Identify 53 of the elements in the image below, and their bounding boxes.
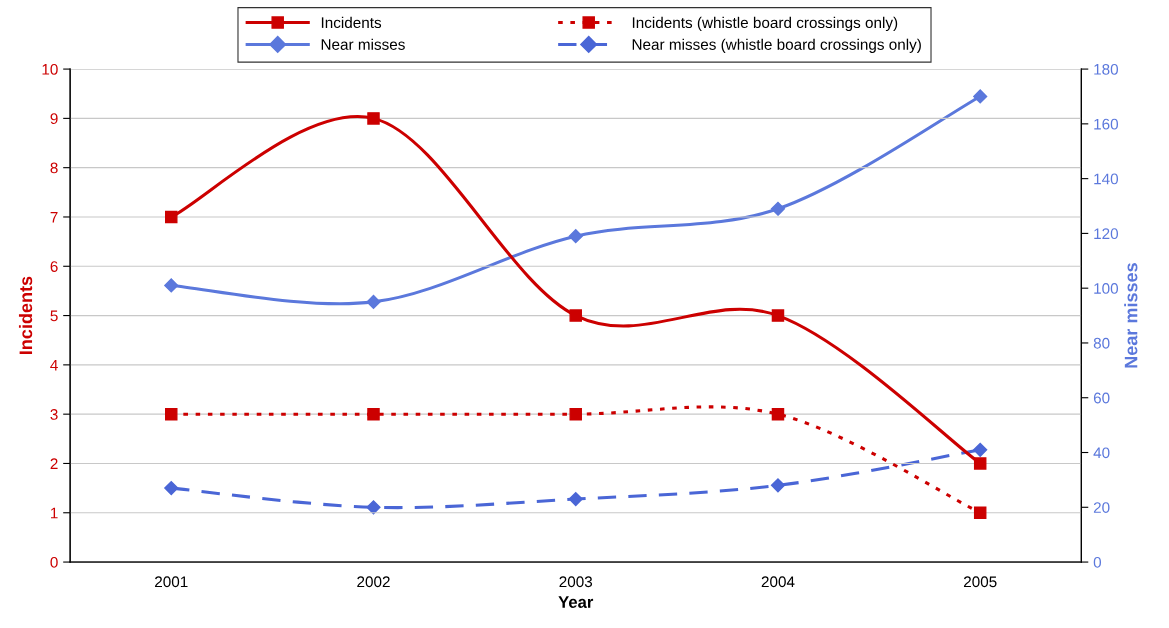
point — [770, 478, 786, 493]
y-tick-label: 7 — [50, 212, 58, 223]
y2-tick-label: 40 — [1093, 447, 1110, 459]
x-axis-title: Year — [558, 596, 594, 608]
x-tick-label: 2004 — [761, 576, 795, 588]
y2-tick-label: 80 — [1093, 337, 1110, 349]
point — [973, 457, 987, 470]
y2-tick-label: 100 — [1094, 283, 1119, 294]
y-axis-title: Incidents — [18, 276, 33, 354]
y-tick-label: 2 — [50, 458, 58, 469]
point — [771, 407, 785, 421]
point — [771, 309, 785, 322]
y-tick-label: 5 — [50, 310, 58, 322]
x-tick-label: 2003 — [559, 576, 593, 588]
y-tick-label: 4 — [50, 359, 58, 371]
y-tick-label: 1 — [51, 507, 58, 519]
y2-tick-label: 160 — [1094, 118, 1119, 130]
x-tick-label: 2001 — [155, 576, 188, 588]
y-tick-label: 6 — [50, 261, 58, 272]
legend-label: Incidents — [321, 16, 382, 29]
point — [366, 294, 381, 309]
point — [973, 89, 988, 104]
point — [568, 229, 583, 244]
legend-label: Near misses (whistle board crossings only) — [632, 38, 921, 53]
y2-tick-label: 60 — [1093, 392, 1110, 404]
y2-tick-label: 20 — [1093, 502, 1110, 513]
point — [973, 442, 988, 457]
point — [164, 481, 179, 496]
y2-tick-label: 120 — [1094, 228, 1119, 240]
point — [569, 407, 582, 421]
y-tick-label: 10 — [42, 63, 58, 75]
y-tick-label: 8 — [50, 162, 58, 174]
point — [165, 407, 178, 421]
y2-tick-label: 140 — [1094, 173, 1119, 185]
point — [367, 407, 380, 421]
y-tick-label: 9 — [50, 113, 58, 125]
legend-label: Incidents (whistle board crossings only) — [632, 16, 898, 32]
y2-axis-title: Near misses — [1124, 263, 1138, 368]
point — [164, 278, 179, 293]
point — [165, 210, 178, 224]
y2-tick-label: 0 — [1093, 556, 1102, 568]
y2-tick-label: 180 — [1094, 63, 1119, 75]
point — [568, 491, 583, 507]
point — [973, 506, 987, 520]
y-tick-label: 3 — [50, 409, 58, 420]
point — [770, 201, 786, 216]
point — [366, 500, 381, 515]
x-tick-label: 2005 — [963, 576, 997, 588]
point — [367, 112, 380, 125]
legend-label: Near misses — [321, 38, 405, 50]
y-tick-label: 0 — [50, 556, 58, 568]
point — [569, 309, 582, 322]
x-tick-label: 2002 — [357, 576, 390, 588]
